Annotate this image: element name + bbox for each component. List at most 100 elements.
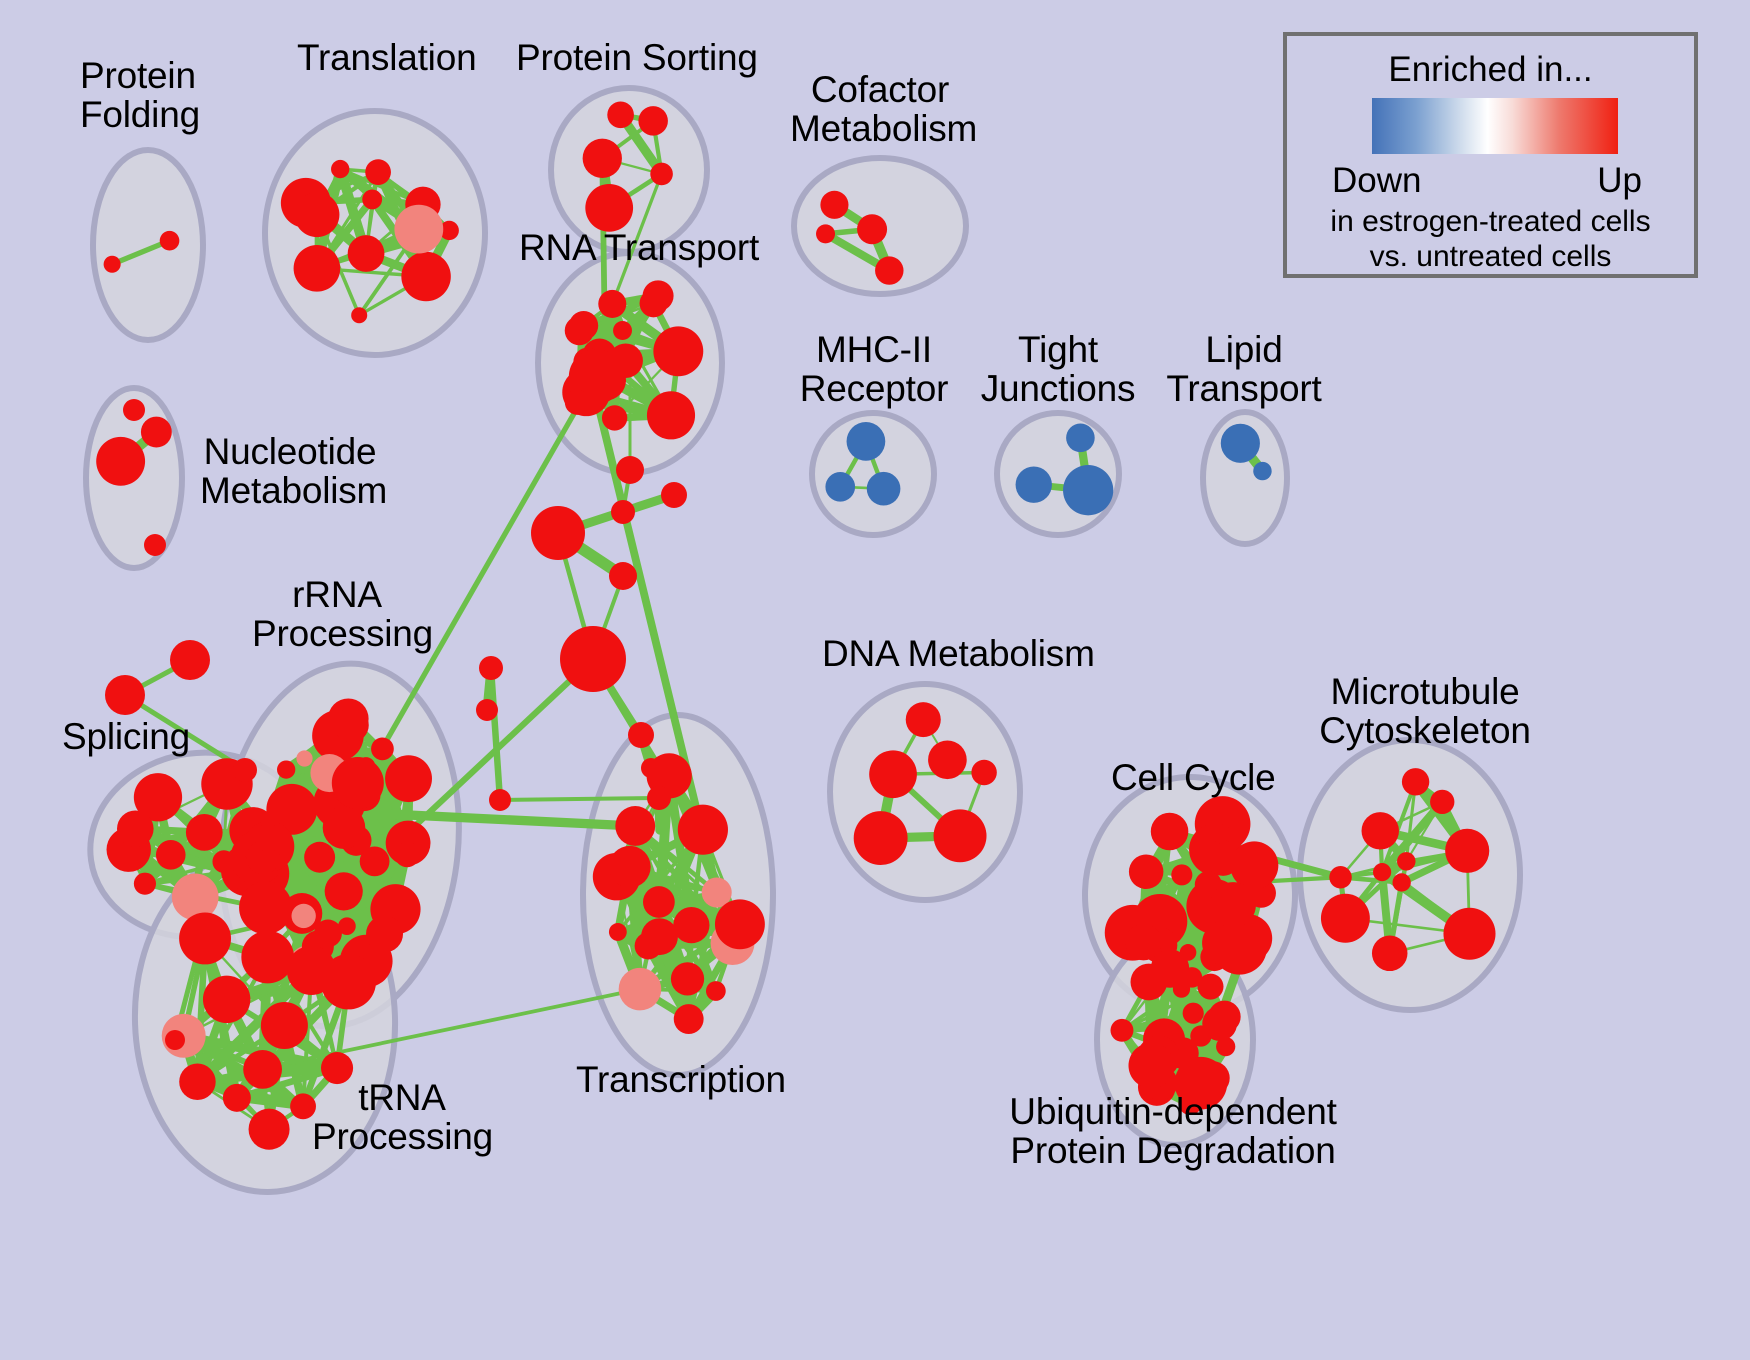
network-node[interactable] (1443, 907, 1496, 960)
network-node[interactable] (1171, 864, 1193, 886)
network-node[interactable] (371, 737, 394, 761)
network-node[interactable] (277, 760, 296, 779)
network-node[interactable] (366, 915, 404, 953)
network-node[interactable] (105, 675, 145, 715)
network-node[interactable] (331, 159, 350, 179)
network-node[interactable] (1230, 841, 1279, 890)
network-node[interactable] (351, 829, 371, 850)
network-node[interactable] (476, 699, 498, 721)
network-node[interactable] (670, 962, 705, 996)
network-node[interactable] (296, 750, 313, 767)
network-node[interactable] (869, 750, 917, 799)
network-node[interactable] (866, 471, 901, 506)
network-node[interactable] (117, 810, 154, 848)
network-node[interactable] (385, 755, 432, 803)
network-node[interactable] (1392, 873, 1411, 892)
network-node[interactable] (1253, 461, 1272, 481)
network-node[interactable] (293, 245, 341, 292)
network-node[interactable] (971, 759, 997, 786)
network-node[interactable] (642, 280, 674, 312)
network-node[interactable] (170, 640, 210, 680)
network-node[interactable] (1373, 863, 1392, 882)
network-node[interactable] (294, 192, 340, 238)
network-node[interactable] (202, 975, 251, 1024)
network-node[interactable] (291, 903, 316, 929)
network-node[interactable] (155, 840, 186, 870)
network-node[interactable] (820, 190, 849, 219)
network-node[interactable] (1206, 843, 1240, 876)
network-node[interactable] (1320, 893, 1370, 943)
network-node[interactable] (611, 500, 635, 524)
network-node[interactable] (628, 722, 654, 748)
network-node[interactable] (641, 918, 678, 956)
network-node[interactable] (144, 534, 166, 556)
network-node[interactable] (266, 783, 318, 835)
network-node[interactable] (334, 708, 369, 743)
network-node[interactable] (608, 845, 651, 888)
network-node[interactable] (1445, 828, 1490, 873)
network-node[interactable] (248, 1108, 290, 1150)
network-node[interactable] (1197, 973, 1224, 1000)
network-node[interactable] (1110, 1018, 1134, 1042)
network-node[interactable] (1216, 1036, 1236, 1057)
network-node[interactable] (159, 230, 180, 251)
network-node[interactable] (233, 758, 257, 782)
network-node[interactable] (1150, 812, 1189, 851)
network-node[interactable] (608, 923, 627, 941)
network-node[interactable] (650, 162, 673, 186)
network-node[interactable] (609, 562, 637, 590)
network-node[interactable] (714, 899, 765, 950)
network-node[interactable] (825, 471, 856, 502)
network-node[interactable] (304, 841, 336, 873)
network-node[interactable] (338, 917, 356, 935)
network-node[interactable] (661, 482, 687, 508)
network-node[interactable] (1210, 882, 1256, 928)
network-node[interactable] (677, 804, 728, 855)
network-node[interactable] (933, 809, 987, 863)
network-node[interactable] (1128, 1042, 1175, 1089)
network-node[interactable] (857, 214, 888, 245)
network-node[interactable] (401, 251, 451, 302)
network-node[interactable] (179, 1063, 216, 1101)
network-node[interactable] (1401, 768, 1430, 796)
network-node[interactable] (362, 189, 383, 210)
network-node[interactable] (531, 506, 585, 560)
network-node[interactable] (853, 811, 908, 866)
network-node[interactable] (1361, 812, 1399, 850)
network-node[interactable] (1329, 866, 1352, 889)
network-node[interactable] (568, 349, 624, 405)
network-node[interactable] (846, 422, 886, 461)
network-node[interactable] (1128, 854, 1164, 889)
network-node[interactable] (324, 872, 363, 911)
network-node[interactable] (179, 912, 232, 965)
network-node[interactable] (439, 220, 459, 241)
network-node[interactable] (618, 967, 662, 1011)
network-node[interactable] (103, 255, 121, 273)
network-node[interactable] (615, 806, 656, 846)
network-node[interactable] (1015, 466, 1052, 503)
network-node[interactable] (222, 1083, 251, 1112)
network-node[interactable] (314, 919, 342, 948)
network-node[interactable] (489, 789, 511, 811)
network-node[interactable] (290, 1093, 316, 1120)
network-node[interactable] (347, 235, 385, 272)
network-node[interactable] (560, 626, 626, 692)
network-node[interactable] (241, 930, 295, 984)
network-node[interactable] (569, 311, 599, 341)
network-node[interactable] (638, 106, 668, 136)
network-node[interactable] (701, 877, 732, 908)
network-node[interactable] (607, 101, 634, 129)
network-node[interactable] (1150, 949, 1190, 988)
network-node[interactable] (286, 945, 336, 995)
network-node[interactable] (394, 841, 420, 868)
network-node[interactable] (647, 786, 671, 810)
network-node[interactable] (1174, 1056, 1228, 1110)
network-node[interactable] (601, 405, 628, 431)
network-node[interactable] (185, 813, 223, 851)
network-node[interactable] (1211, 919, 1268, 975)
network-node[interactable] (243, 1049, 283, 1089)
network-node[interactable] (359, 846, 390, 877)
network-node[interactable] (394, 204, 444, 254)
network-node[interactable] (641, 758, 661, 778)
network-node[interactable] (928, 740, 967, 780)
